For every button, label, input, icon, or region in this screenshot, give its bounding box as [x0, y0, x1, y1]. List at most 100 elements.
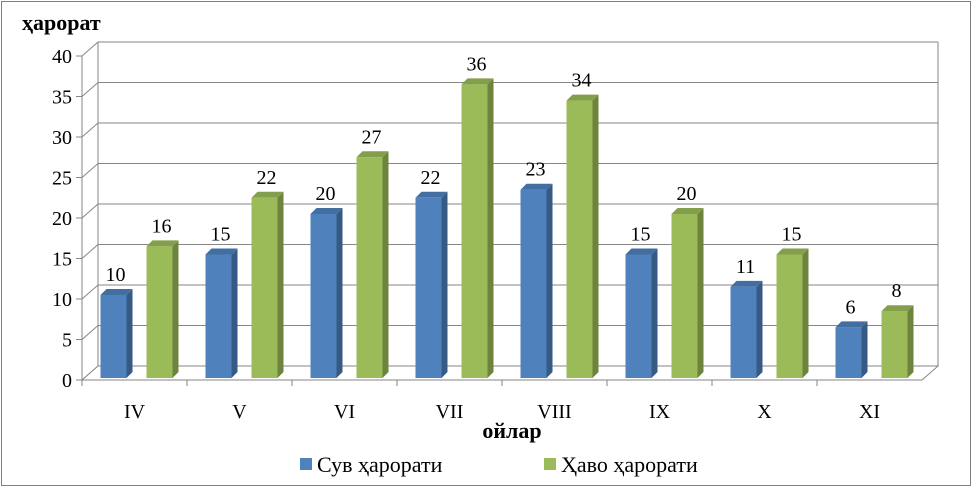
bar-air	[566, 94, 599, 378]
bar-front	[881, 311, 908, 378]
data-label: 8	[892, 280, 902, 302]
data-label: 36	[467, 53, 487, 75]
data-label: 11	[736, 256, 755, 278]
data-label: 6	[846, 296, 856, 318]
bar-front	[146, 246, 173, 378]
y-tick-label: 35	[52, 87, 72, 109]
y-tick-label: 25	[52, 168, 72, 190]
data-label: 15	[782, 224, 802, 246]
bar-water	[730, 280, 763, 378]
bar-air	[461, 78, 494, 379]
bars	[100, 78, 914, 379]
bar-air	[671, 208, 704, 378]
x-tick-label: V	[232, 401, 247, 423]
bar-water	[415, 191, 448, 378]
data-label: 34	[572, 70, 592, 92]
bar-water	[205, 248, 238, 378]
bar-side	[697, 208, 704, 378]
bar-side	[277, 191, 284, 378]
bar-air	[146, 240, 179, 378]
bar-side	[802, 248, 809, 378]
y-tick-label: 30	[52, 127, 72, 149]
data-label: 22	[257, 167, 277, 189]
bar-water	[310, 208, 343, 378]
bar-front	[671, 214, 698, 378]
bar-top	[776, 248, 809, 255]
bar-top	[100, 289, 133, 295]
bar-front	[310, 214, 337, 378]
data-label: 22	[421, 167, 441, 189]
bar-top	[146, 240, 179, 247]
gridline-side	[81, 82, 99, 97]
y-tick-label: 15	[52, 249, 72, 271]
data-labels: 10 16 15 22 20 27 22 36 23 34 15 20 11 15 6 8	[106, 53, 902, 318]
data-label: 15	[211, 224, 231, 246]
bar-side	[756, 280, 763, 378]
data-label: 16	[152, 215, 172, 237]
y-tick-labels: 0 5 10 15 20 25 30 35 40	[52, 46, 72, 392]
x-axis-title: ойлар	[482, 418, 541, 443]
gridline-side	[81, 122, 99, 138]
bar-top	[671, 208, 704, 214]
gridline-side	[81, 325, 99, 340]
gridline-side	[81, 41, 99, 57]
x-tick-label: VI	[334, 401, 355, 423]
bar-front	[356, 157, 383, 378]
bar-water	[520, 183, 553, 378]
y-tick-label: 5	[62, 330, 72, 352]
bar-top	[625, 248, 658, 255]
y-tick-label: 10	[52, 289, 72, 311]
bar-top	[566, 94, 599, 101]
bar-top	[251, 191, 284, 198]
gridline-side	[81, 244, 99, 259]
bar-water	[835, 321, 868, 378]
data-label: 23	[526, 159, 546, 181]
x-tick-labels: IV V VI VII VIII IX X XI	[124, 401, 880, 423]
x-tick-label: VIII	[537, 401, 571, 423]
bar-front	[100, 295, 127, 378]
bar-front	[520, 189, 547, 378]
bar-front	[251, 197, 278, 378]
legend-swatch-water	[300, 458, 312, 470]
y-tick-label: 20	[52, 208, 72, 230]
legend-label-air: Ҳаво ҳарорати	[561, 452, 698, 477]
data-label: 10	[106, 264, 126, 286]
bar-top	[310, 208, 343, 214]
bar-top	[730, 280, 763, 287]
legend: Сув ҳарорати Ҳаво ҳарорати	[300, 452, 698, 477]
x-tick-label: XI	[859, 401, 880, 423]
gridline-side	[81, 163, 99, 178]
gridlines	[81, 41, 938, 381]
bar-side	[126, 289, 133, 378]
bar-top	[835, 321, 868, 328]
data-label: 20	[677, 183, 697, 205]
data-label: 20	[316, 183, 336, 205]
bar-top	[881, 305, 914, 312]
bar-front	[205, 254, 232, 378]
bar-air	[881, 305, 914, 378]
bar-front	[730, 286, 757, 378]
bar-top	[356, 151, 389, 158]
bar-side	[441, 191, 448, 378]
bar-top	[415, 191, 448, 198]
data-label: 27	[362, 126, 382, 148]
gridline-side	[81, 203, 99, 219]
bar-side	[907, 305, 914, 378]
x-tick-label: IV	[124, 401, 146, 423]
bar-side	[172, 240, 179, 378]
bar-water	[625, 248, 658, 378]
bar-air	[251, 191, 284, 378]
bar-side	[487, 78, 494, 379]
bar-front	[835, 327, 862, 378]
x-tick-label: VII	[436, 401, 464, 423]
y-axis-title: ҳарорат	[22, 10, 101, 35]
bar-air	[356, 151, 389, 378]
y-tick-label: 40	[52, 46, 72, 68]
gridline-side	[81, 284, 99, 300]
plot-floor	[80, 365, 940, 381]
data-label: 15	[631, 224, 651, 246]
y-tick-label: 0	[62, 370, 72, 392]
axes	[76, 42, 940, 386]
bar-top	[205, 248, 238, 255]
